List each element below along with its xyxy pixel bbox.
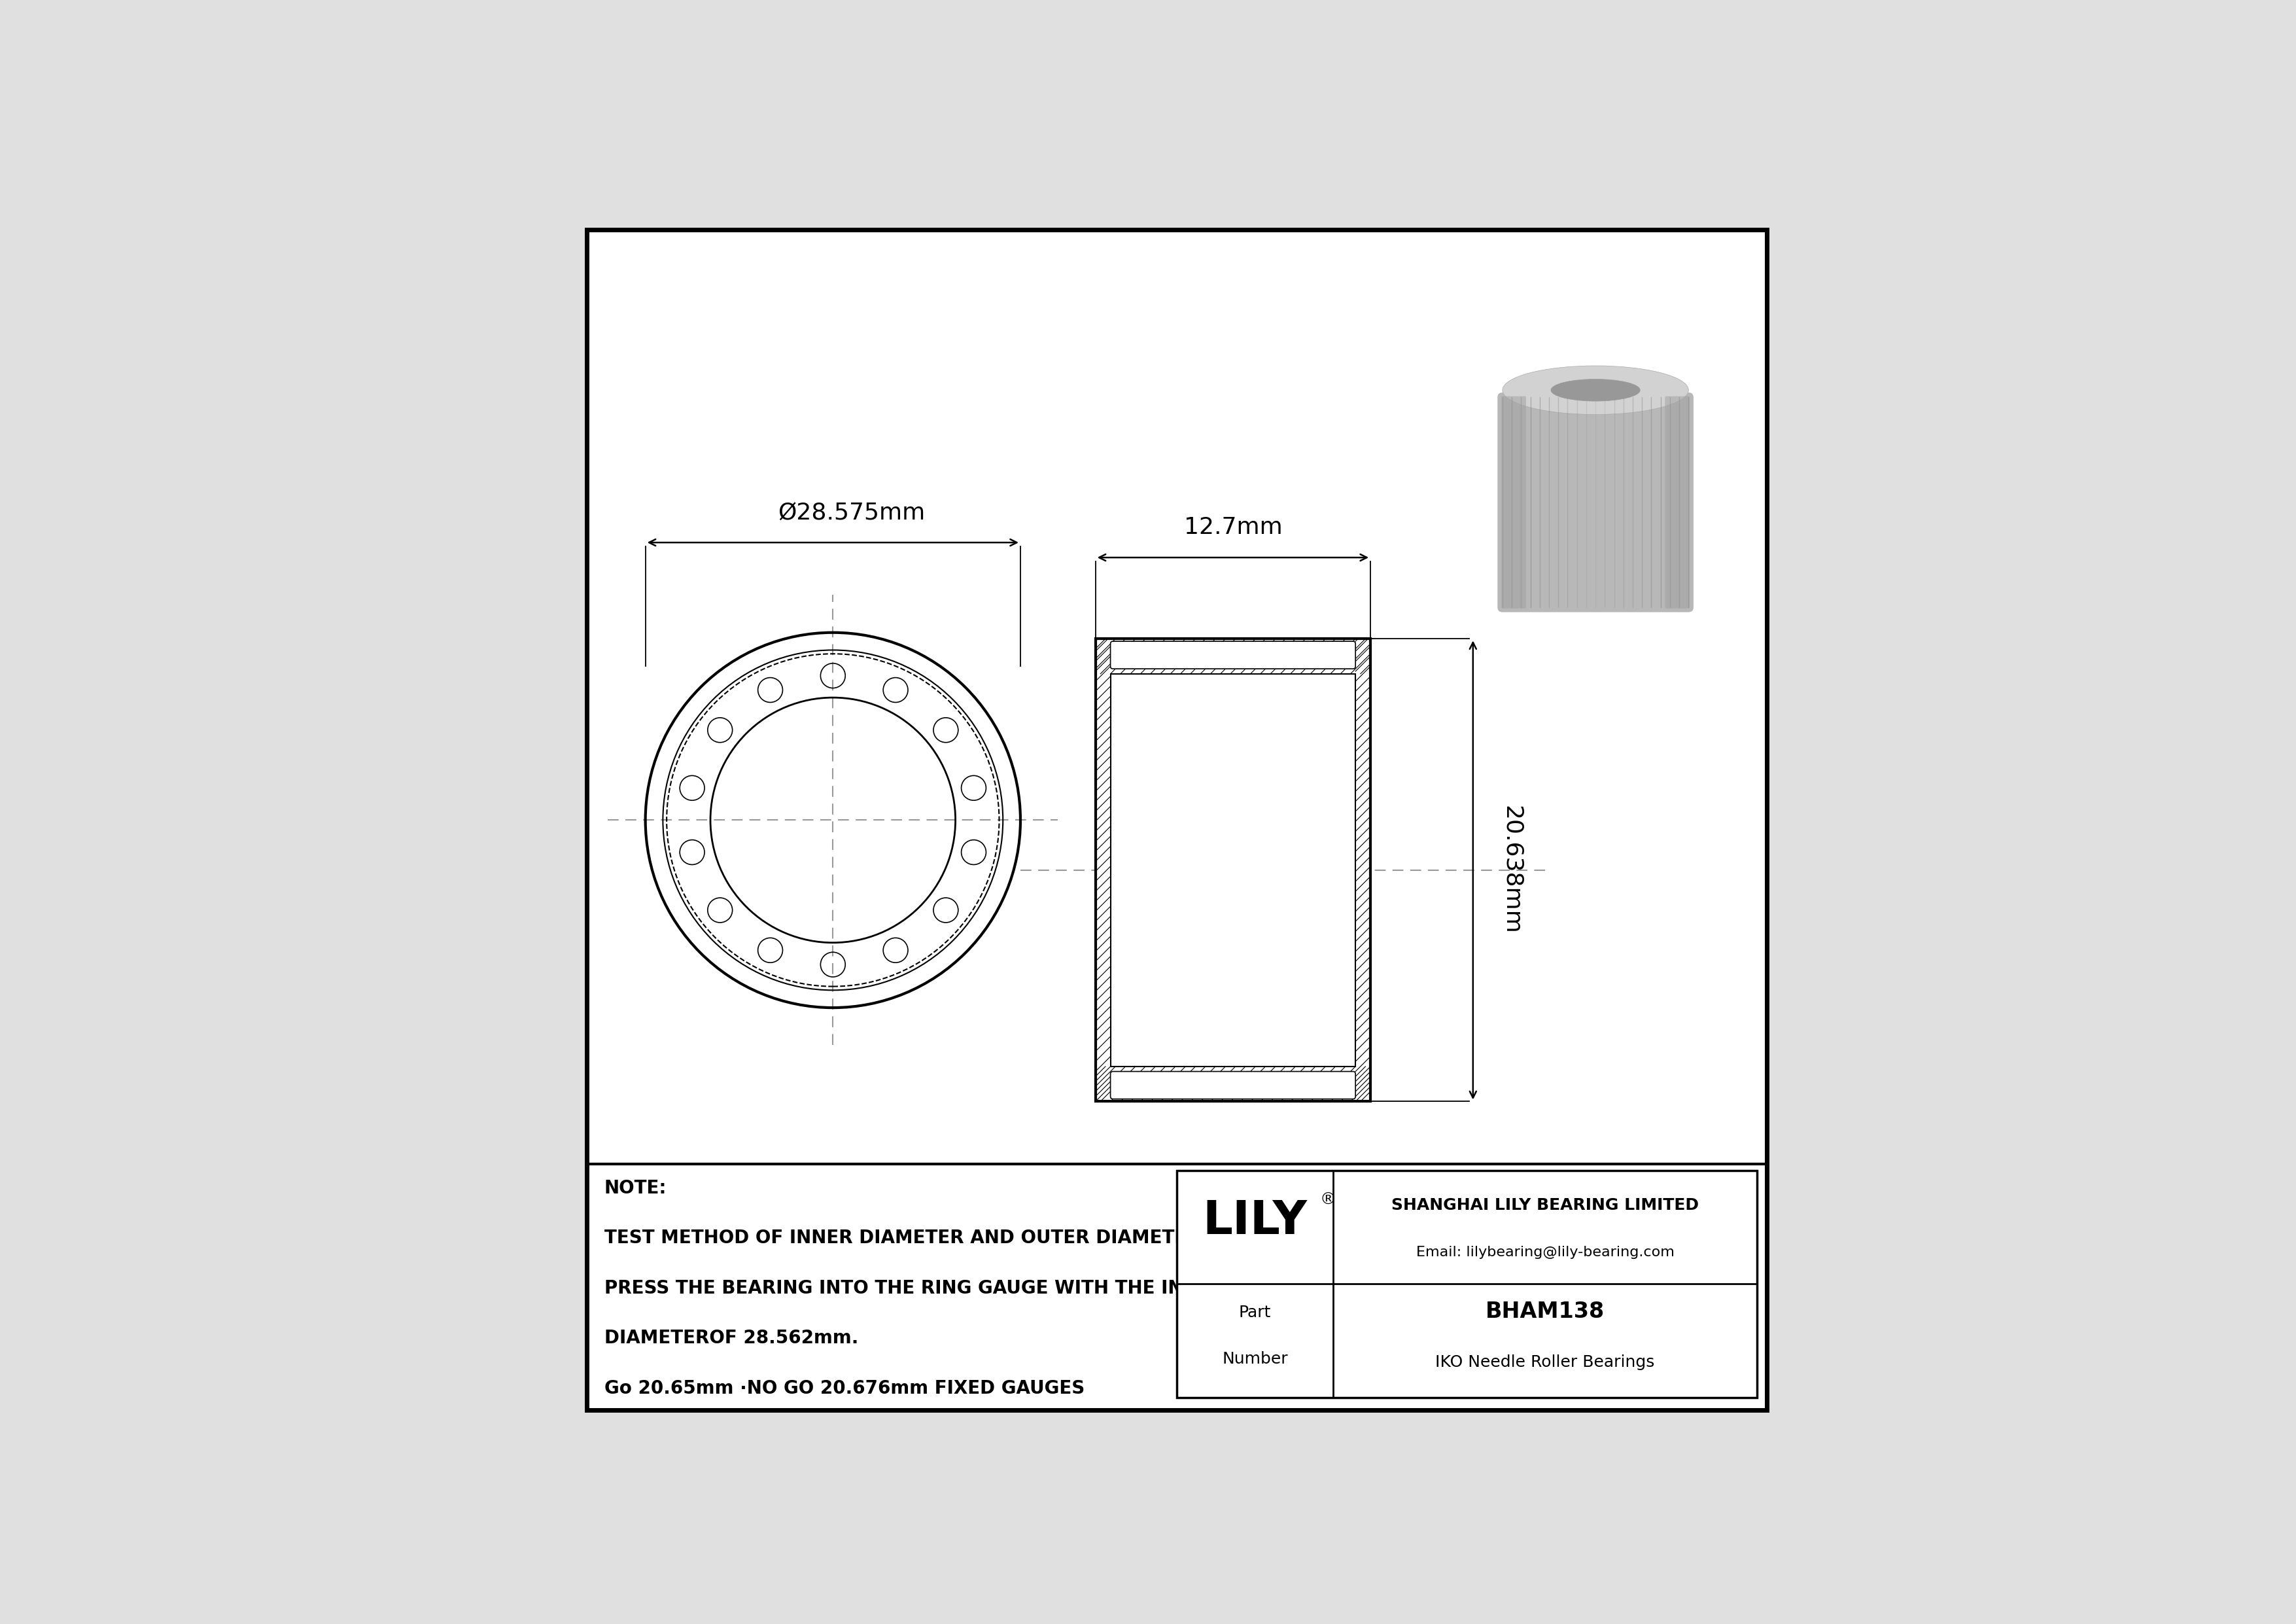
Text: Part: Part — [1240, 1304, 1272, 1320]
Text: Go 20.65mm ·NO GO 20.676mm FIXED GAUGES: Go 20.65mm ·NO GO 20.676mm FIXED GAUGES — [604, 1379, 1084, 1397]
FancyBboxPatch shape — [1111, 1072, 1355, 1099]
Bar — [1176, 1171, 1756, 1398]
FancyBboxPatch shape — [1497, 393, 1694, 612]
Text: 20.638mm: 20.638mm — [1502, 806, 1522, 934]
FancyBboxPatch shape — [1111, 641, 1355, 669]
FancyBboxPatch shape — [1665, 396, 1690, 609]
Bar — [1095, 638, 1371, 1101]
Text: Ø28.575mm: Ø28.575mm — [778, 502, 925, 525]
Ellipse shape — [1502, 365, 1688, 414]
FancyBboxPatch shape — [1502, 396, 1527, 609]
Text: PRESS THE BEARING INTO THE RING GAUGE WITH THE INNER: PRESS THE BEARING INTO THE RING GAUGE WI… — [604, 1280, 1224, 1298]
Text: BHAM138: BHAM138 — [1486, 1301, 1605, 1322]
Text: DIAMETEROF 28.562mm.: DIAMETEROF 28.562mm. — [604, 1328, 859, 1348]
Text: SHANGHAI LILY BEARING LIMITED: SHANGHAI LILY BEARING LIMITED — [1391, 1197, 1699, 1213]
Text: Number: Number — [1221, 1351, 1288, 1367]
Bar — [1111, 674, 1355, 1067]
Ellipse shape — [1550, 378, 1639, 401]
Text: TEST METHOD OF INNER DIAMETER AND OUTER DIAMETER.: TEST METHOD OF INNER DIAMETER AND OUTER … — [604, 1229, 1208, 1247]
Text: NOTE:: NOTE: — [604, 1179, 666, 1197]
Text: LILY: LILY — [1203, 1199, 1306, 1244]
Text: ®: ® — [1320, 1192, 1336, 1208]
Text: 12.7mm: 12.7mm — [1185, 516, 1281, 539]
Text: IKO Needle Roller Bearings: IKO Needle Roller Bearings — [1435, 1354, 1655, 1371]
Text: Email: lilybearing@lily-bearing.com: Email: lilybearing@lily-bearing.com — [1417, 1246, 1674, 1259]
